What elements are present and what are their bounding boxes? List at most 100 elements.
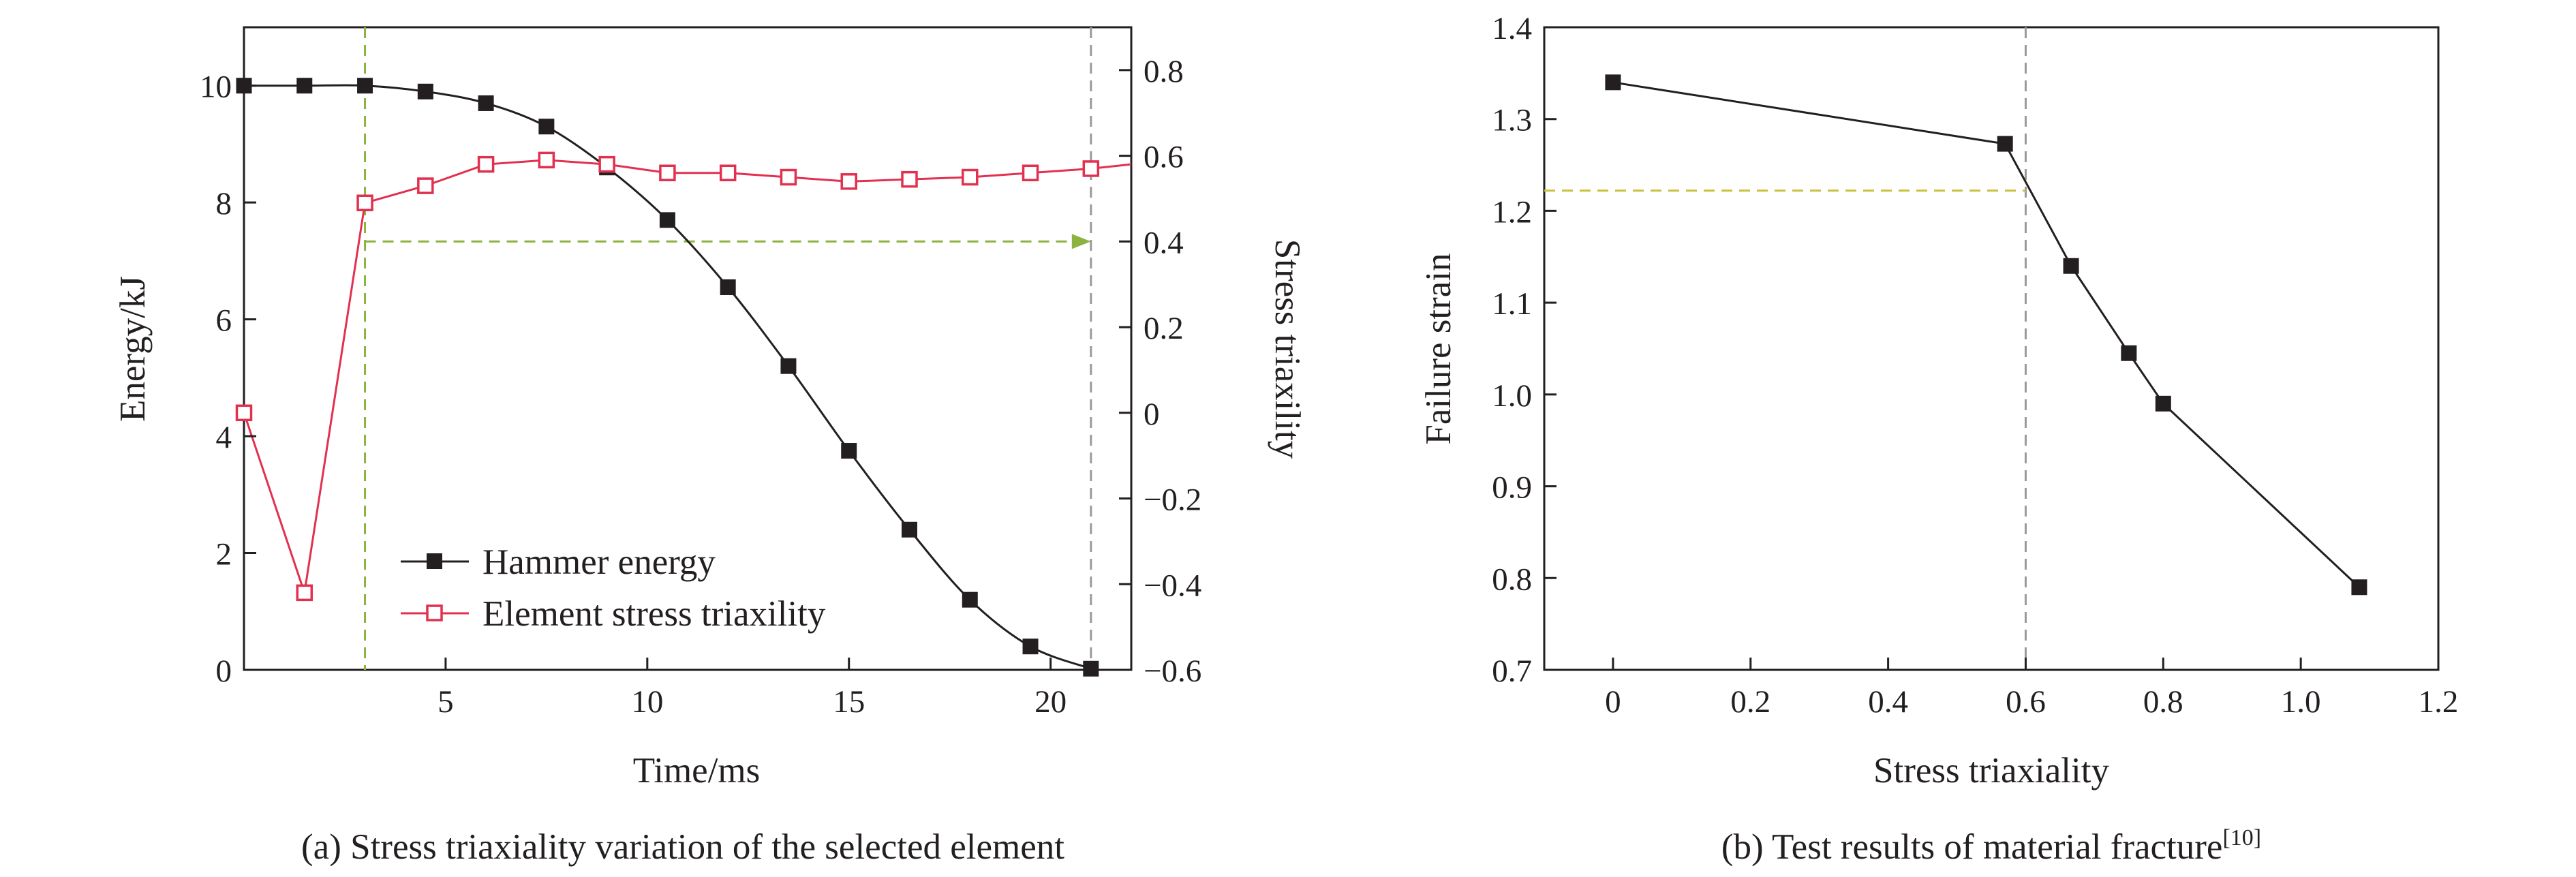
data-point-hammer-energy xyxy=(902,521,917,538)
x-tick-label-b: 1.2 xyxy=(2419,684,2459,720)
data-point-failure-strain xyxy=(1997,136,2013,152)
y2-tick-label-a: −0.4 xyxy=(1144,568,1201,603)
series-line-stress-triaxility xyxy=(243,159,1132,594)
data-point-hammer-energy xyxy=(659,212,675,228)
x-axis-ticks-b: 0 0.2 0.4 0.6 0.8 1.0 1.2 xyxy=(1605,658,2458,720)
y-tick-label-b: 0.8 xyxy=(1492,561,1532,597)
y-tick-label-b: 0.9 xyxy=(1492,470,1532,506)
annotations-a xyxy=(364,27,1092,670)
series-markers-b xyxy=(1605,74,2367,596)
annotations-b xyxy=(1544,27,2027,670)
y-tick-label-b: 1.1 xyxy=(1492,286,1532,322)
y-tick-label-b: 1.4 xyxy=(1492,11,1532,46)
data-point-stress-triaxility xyxy=(235,404,253,422)
x-tick-label-b: 0.2 xyxy=(1730,684,1770,720)
data-point-stress-triaxility xyxy=(417,177,434,194)
data-point-failure-strain xyxy=(2351,579,2367,596)
y-tick-label-a: 6 xyxy=(216,303,232,339)
y-tick-label-a: 4 xyxy=(216,420,232,455)
y2-tick-label-a: 0.6 xyxy=(1144,140,1184,175)
y-axis-label-b: Failure strain xyxy=(1419,253,1458,444)
data-point-stress-triaxility xyxy=(538,151,555,169)
y2-tick-label-a: 0.4 xyxy=(1144,225,1184,260)
y-axis-label-a: Energy/kJ xyxy=(113,276,153,422)
data-point-failure-strain xyxy=(2121,345,2137,361)
data-point-hammer-energy xyxy=(357,78,373,94)
series-lines-b xyxy=(1612,81,2360,588)
caption-b: (b) Test results of material fracture[10… xyxy=(1721,825,2261,867)
y-tick-label-b: 1.2 xyxy=(1492,194,1532,230)
y-tick-label-a: 8 xyxy=(216,186,232,221)
plot-frame-b xyxy=(1543,26,2440,671)
legend-marker-hammer-energy xyxy=(427,553,442,569)
data-point-stress-triaxility xyxy=(659,164,676,181)
x-tick-label-b: 0.8 xyxy=(2143,684,2183,720)
series-lines-a xyxy=(243,84,1132,670)
data-point-hammer-energy xyxy=(841,443,857,459)
data-point-failure-strain xyxy=(2063,258,2079,274)
y-tick-label-b: 1.3 xyxy=(1492,103,1532,138)
data-point-failure-strain xyxy=(2155,395,2171,412)
data-point-hammer-energy xyxy=(296,78,313,94)
legend-label-stress-triaxility: Element stress triaxility xyxy=(482,594,826,634)
y2-tick-label-a: 0 xyxy=(1144,397,1160,432)
data-point-hammer-energy xyxy=(962,591,978,608)
data-point-stress-triaxility xyxy=(598,155,615,173)
x-tick-label-a: 20 xyxy=(1034,684,1067,720)
data-point-hammer-energy xyxy=(720,279,736,295)
duration-arrow-head xyxy=(1071,234,1091,249)
y-axis-ticks-b: 0.7 0.8 0.9 1.0 1.1 1.2 1.3 1.4 xyxy=(1492,11,1557,689)
x-axis-label-a: Time/ms xyxy=(633,751,761,790)
x-tick-label-b: 1.0 xyxy=(2281,684,2321,720)
x-axis-ticks-a: 5 10 15 20 xyxy=(438,658,1067,720)
caption-b-citation: [10] xyxy=(2222,825,2261,850)
x-tick-label-a: 15 xyxy=(833,684,865,720)
data-point-stress-triaxility xyxy=(901,170,918,188)
data-point-hammer-energy xyxy=(538,119,555,135)
legend-a: Hammer energy Element stress triaxility xyxy=(401,542,826,634)
y-tick-label-a: 10 xyxy=(200,70,232,105)
data-point-hammer-energy xyxy=(478,95,494,111)
data-point-stress-triaxility xyxy=(780,168,797,186)
data-point-stress-triaxility xyxy=(719,164,737,181)
data-point-hammer-energy xyxy=(1083,660,1099,677)
x-tick-label-a: 5 xyxy=(438,684,454,720)
legend-label-hammer-energy: Hammer energy xyxy=(482,542,716,582)
x-tick-label-a: 10 xyxy=(631,684,663,720)
x-tick-label-b: 0.4 xyxy=(1868,684,1908,720)
data-point-stress-triaxility xyxy=(962,168,979,186)
data-point-hammer-energy xyxy=(417,83,433,99)
y-tick-label-b: 0.7 xyxy=(1492,653,1532,689)
y-tick-label-a: 2 xyxy=(216,537,232,572)
data-point-failure-strain xyxy=(1605,74,1621,91)
y2-tick-label-a: 0.2 xyxy=(1144,311,1184,346)
chart-panel-b: 0 0.2 0.4 0.6 0.8 1.0 1.2 0.7 0.8 0.9 1.0 1.1 1.2 1.… xyxy=(1419,11,2458,867)
series-line-hammer-energy xyxy=(243,84,1092,670)
data-point-hammer-energy xyxy=(1022,638,1039,655)
y-tick-label-a: 0 xyxy=(216,653,232,689)
legend-marker-stress-triaxility xyxy=(426,604,443,621)
y2-tick-label-a: 0.8 xyxy=(1144,54,1184,89)
x-tick-label-b: 0.6 xyxy=(2006,684,2046,720)
data-point-hammer-energy xyxy=(780,358,797,374)
data-point-stress-triaxility xyxy=(356,194,373,212)
data-point-stress-triaxility xyxy=(477,155,495,173)
caption-a: (a) Stress triaxiality variation of the … xyxy=(301,827,1064,867)
y2-tick-label-a: −0.2 xyxy=(1144,482,1201,518)
caption-b-text: (b) Test results of material fracture xyxy=(1721,827,2223,867)
x-axis-label-b: Stress triaxiality xyxy=(1873,751,2109,790)
x-tick-label-b: 0 xyxy=(1605,684,1621,720)
series-line-failure-strain xyxy=(1612,81,2360,588)
y-tick-label-b: 1.0 xyxy=(1492,378,1532,414)
y2-tick-label-a: −0.6 xyxy=(1144,653,1201,689)
series-markers-a xyxy=(235,78,1100,677)
data-point-stress-triaxility xyxy=(1022,164,1039,181)
y2-axis-label-a: Stress triaxility xyxy=(1268,239,1307,459)
plot-frame-a xyxy=(243,26,1133,671)
data-point-stress-triaxility xyxy=(1082,160,1100,177)
data-point-stress-triaxility xyxy=(296,584,313,602)
y2-axis-ticks-a: −0.6 −0.4 −0.2 0 0.2 0.4 0.6 0.8 xyxy=(1119,54,1201,689)
data-point-stress-triaxility xyxy=(840,173,857,190)
chart-panel-a: 5 10 15 20 0 2 4 6 8 10 −0.6 −0.4 −0.2 0 0.2 0.4 0.6 0.… xyxy=(113,26,1307,867)
